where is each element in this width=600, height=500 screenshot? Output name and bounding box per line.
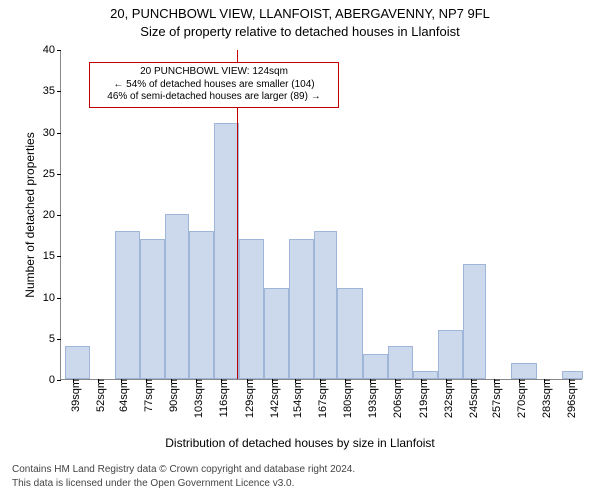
histogram-bar	[189, 231, 214, 380]
x-axis-label: Distribution of detached houses by size …	[0, 436, 600, 450]
histogram-bar	[289, 239, 314, 379]
x-tick-label: 154sqm	[286, 379, 304, 418]
x-tick-label: 52sqm	[89, 379, 107, 412]
footer-line-2: This data is licensed under the Open Gov…	[0, 478, 600, 489]
histogram-bar	[65, 346, 90, 379]
x-tick-label: 219sqm	[412, 379, 430, 418]
x-tick-label: 116sqm	[212, 379, 230, 417]
y-tick-label: 20	[43, 209, 61, 221]
plot-area: 051015202530354039sqm52sqm64sqm77sqm90sq…	[60, 50, 582, 380]
histogram-bar	[337, 288, 362, 379]
y-tick-label: 0	[49, 374, 61, 386]
x-tick-label: 296sqm	[560, 379, 578, 418]
chart-container: 20, PUNCHBOWL VIEW, LLANFOIST, ABERGAVEN…	[0, 0, 600, 500]
y-tick-label: 35	[43, 85, 61, 97]
histogram-bar	[314, 231, 337, 380]
x-tick-label: 129sqm	[238, 379, 256, 418]
x-tick-label: 245sqm	[462, 379, 480, 418]
histogram-bar	[511, 363, 536, 380]
y-tick-label: 40	[43, 44, 61, 56]
y-tick-label: 15	[43, 250, 61, 262]
histogram-bar	[214, 123, 239, 379]
x-tick-label: 77sqm	[137, 379, 155, 412]
y-tick-label: 10	[43, 292, 61, 304]
footer-line-1: Contains HM Land Registry data © Crown c…	[0, 464, 600, 475]
x-tick-label: 39sqm	[64, 379, 82, 412]
histogram-bar	[140, 239, 165, 379]
x-tick-label: 193sqm	[361, 379, 379, 418]
histogram-bar	[239, 239, 264, 379]
title-line-2: Size of property relative to detached ho…	[0, 24, 600, 39]
histogram-bar	[562, 371, 583, 379]
histogram-bar	[115, 231, 140, 380]
annotation-line: 20 PUNCHBOWL VIEW: 124sqm	[95, 66, 333, 79]
x-tick-label: 283sqm	[535, 379, 553, 418]
y-axis-label: Number of detached properties	[23, 115, 37, 315]
x-tick-label: 64sqm	[112, 379, 130, 412]
x-tick-label: 142sqm	[263, 379, 281, 418]
title-line-1: 20, PUNCHBOWL VIEW, LLANFOIST, ABERGAVEN…	[0, 6, 600, 21]
histogram-bar	[413, 371, 438, 379]
histogram-bar	[388, 346, 413, 379]
annotation-box: 20 PUNCHBOWL VIEW: 124sqm← 54% of detach…	[89, 62, 339, 108]
y-tick-label: 30	[43, 127, 61, 139]
annotation-line: ← 54% of detached houses are smaller (10…	[95, 79, 333, 92]
x-tick-label: 270sqm	[510, 379, 528, 418]
histogram-bar	[165, 214, 188, 379]
y-tick-label: 25	[43, 168, 61, 180]
histogram-bar	[363, 354, 388, 379]
x-tick-label: 232sqm	[437, 379, 455, 418]
histogram-bar	[264, 288, 289, 379]
x-tick-label: 257sqm	[485, 379, 503, 418]
annotation-line: 46% of semi-detached houses are larger (…	[95, 91, 333, 104]
y-tick-label: 5	[49, 333, 61, 345]
x-tick-label: 90sqm	[162, 379, 180, 412]
x-tick-label: 180sqm	[336, 379, 354, 418]
x-tick-label: 103sqm	[187, 379, 205, 418]
x-tick-label: 167sqm	[311, 379, 329, 418]
x-tick-label: 206sqm	[386, 379, 404, 418]
histogram-bar	[463, 264, 486, 380]
histogram-bar	[438, 330, 463, 380]
